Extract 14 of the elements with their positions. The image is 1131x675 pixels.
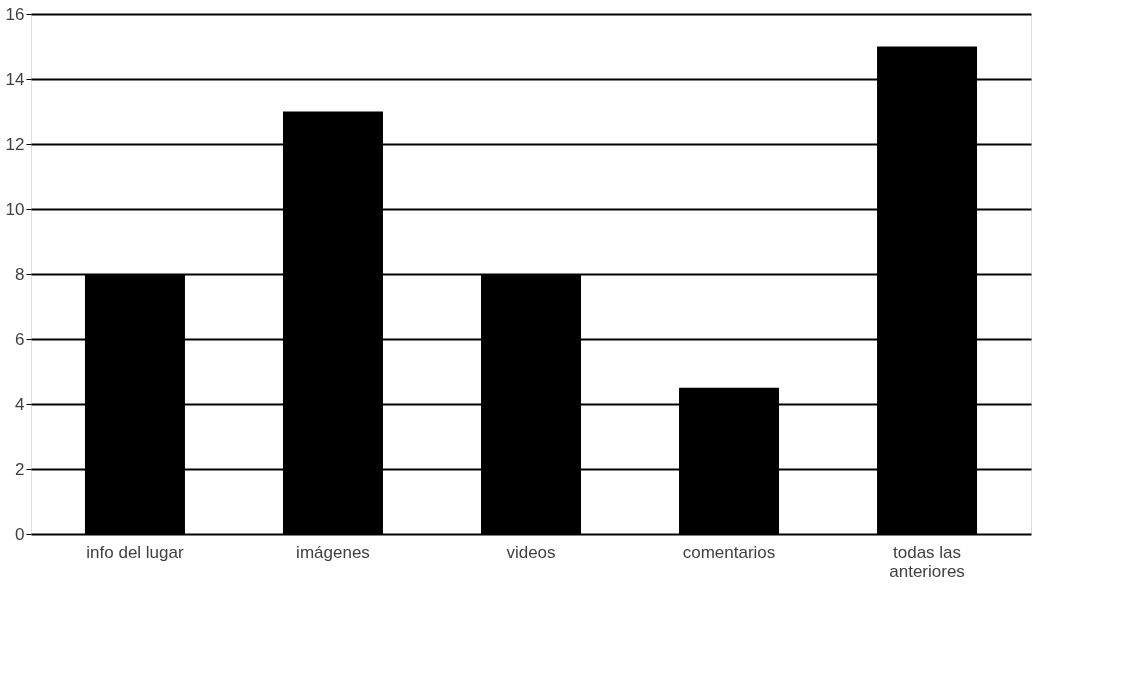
x-tick-label: todas las anteriores [889, 542, 965, 581]
y-tick-label: 10 [5, 199, 25, 219]
x-tick-label: info del lugar [86, 542, 184, 562]
y-tick-label: 0 [15, 524, 25, 544]
y-tick-label: 8 [15, 264, 25, 284]
y-tick-label: 6 [15, 329, 25, 349]
y-tick-label: 14 [5, 69, 25, 89]
x-tick-label: imágenes [296, 542, 370, 562]
y-tick-label: 16 [5, 4, 25, 24]
y-tick-label: 2 [15, 459, 25, 479]
x-tick-label: videos [506, 542, 556, 562]
y-tick-label: 4 [15, 394, 25, 414]
y-tick-label: 12 [5, 134, 25, 154]
x-tick-label: comentarios [682, 542, 776, 562]
